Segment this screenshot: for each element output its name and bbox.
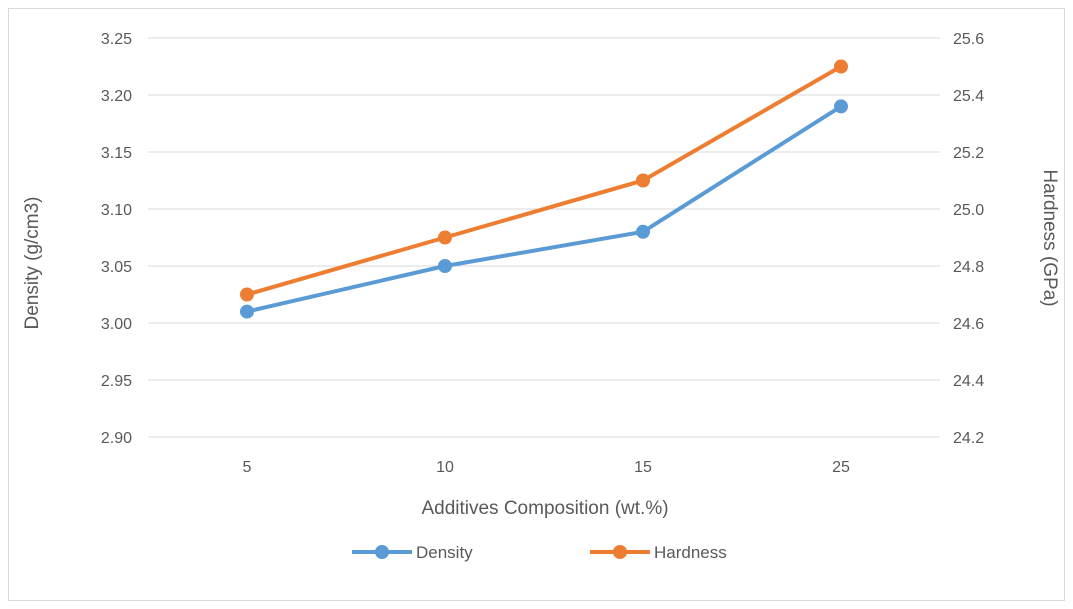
right-tick-label: 24.4 — [953, 373, 984, 390]
data-point-density — [834, 99, 848, 114]
series-group — [240, 59, 848, 319]
legend-hardness-marker — [613, 545, 627, 559]
right-tick-label: 24.6 — [953, 316, 984, 333]
right-tick-label: 25.2 — [953, 145, 984, 162]
x-tick-label: 15 — [634, 459, 652, 476]
x-axis-ticks: 5 10 15 25 — [243, 459, 850, 476]
x-axis-title: Additives Composition (wt.%) — [421, 498, 668, 519]
data-point-density — [438, 259, 452, 273]
data-point-hardness — [438, 230, 452, 245]
left-tick-label: 2.90 — [101, 430, 132, 447]
left-tick-label: 3.25 — [101, 31, 132, 48]
series-line-hardness — [245, 64, 843, 297]
legend-density-label: Density — [416, 543, 473, 562]
right-axis-ticks: 24.2 24.4 24.6 24.8 25.0 25.2 25.4 25.6 — [953, 31, 984, 447]
left-tick-label: 3.15 — [101, 145, 132, 162]
data-point-density — [240, 304, 254, 319]
x-tick-label: 25 — [832, 459, 850, 476]
chart-frame — [8, 8, 1065, 601]
left-tick-label: 3.10 — [101, 202, 132, 219]
x-tick-label: 10 — [436, 459, 454, 476]
series-line-density — [245, 104, 843, 314]
right-tick-label: 25.0 — [953, 202, 984, 219]
x-tick-label: 5 — [243, 459, 252, 476]
data-point-hardness — [834, 59, 848, 74]
data-point-density — [636, 224, 650, 239]
right-tick-label: 24.8 — [953, 259, 984, 276]
gridlines — [148, 37, 940, 438]
right-tick-label: 25.6 — [953, 31, 984, 48]
data-point-hardness — [636, 173, 650, 188]
left-tick-label: 2.95 — [101, 373, 132, 390]
left-axis-title: Density (g/cm3) — [22, 196, 43, 329]
legend-density-marker — [375, 545, 389, 559]
right-axis-title: Hardness (GPa) — [1039, 169, 1060, 306]
data-point-hardness — [240, 287, 254, 302]
legend-hardness-label: Hardness — [654, 543, 727, 562]
legend: Density Hardness — [352, 543, 727, 562]
left-axis-ticks: 2.90 2.95 3.00 3.05 3.10 3.15 3.20 3.25 — [101, 31, 132, 447]
right-tick-label: 25.4 — [953, 88, 984, 105]
left-tick-label: 3.05 — [101, 259, 132, 276]
left-tick-label: 3.00 — [101, 316, 132, 333]
left-tick-label: 3.20 — [101, 88, 132, 105]
right-tick-label: 24.2 — [953, 430, 984, 447]
